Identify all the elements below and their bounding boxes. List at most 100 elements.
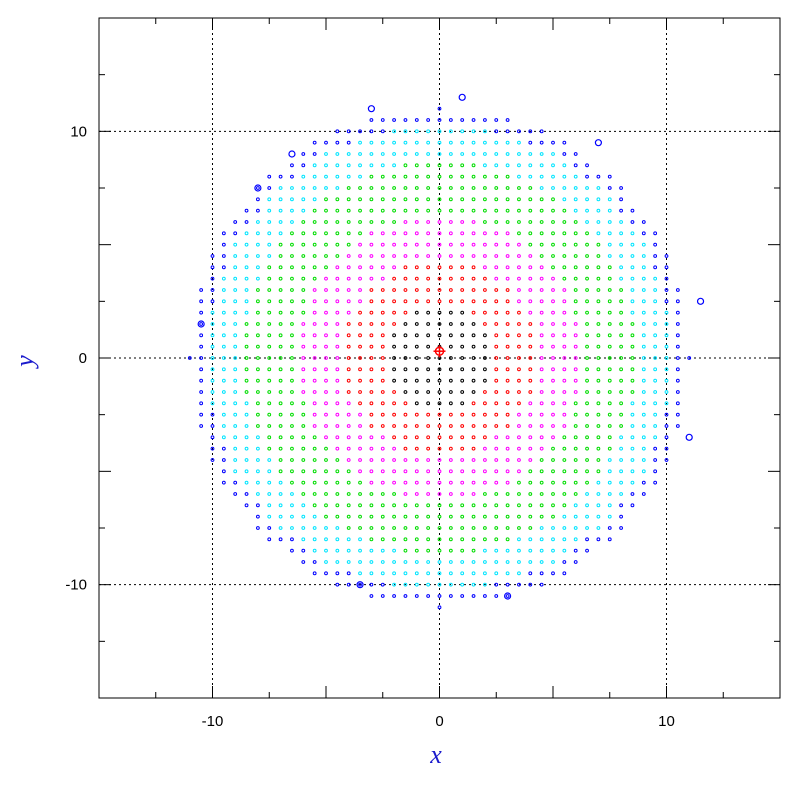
data-point [414, 129, 419, 134]
data-point [426, 333, 431, 338]
data-point [494, 458, 499, 462]
data-point [505, 254, 510, 258]
data-point [573, 526, 578, 530]
data-point [256, 435, 260, 440]
data-point [551, 197, 555, 202]
data-point [392, 469, 397, 474]
data-point [460, 242, 465, 247]
data-point [573, 390, 578, 394]
data-points [187, 93, 705, 610]
data-point [335, 458, 340, 462]
data-point [414, 220, 419, 224]
data-point [596, 197, 601, 202]
data-point [517, 186, 521, 190]
data-point [335, 401, 340, 406]
data-point [290, 378, 294, 383]
data-point [358, 390, 362, 394]
data-point [278, 458, 283, 462]
data-point [335, 514, 340, 519]
data-point [426, 514, 431, 519]
data-point [267, 242, 272, 247]
data-point [301, 231, 306, 236]
data-point [267, 412, 272, 417]
data-point [471, 174, 476, 179]
data-point [607, 412, 612, 417]
data-point [630, 220, 635, 224]
data-point [369, 424, 374, 428]
data-point [517, 378, 521, 383]
data-point [221, 390, 226, 394]
data-point [551, 548, 555, 553]
data-point [392, 492, 397, 496]
data-point [199, 367, 204, 372]
data-point [585, 231, 589, 236]
data-point [517, 174, 521, 179]
data-point [471, 378, 476, 383]
data-point [460, 310, 465, 315]
data-point [528, 163, 533, 168]
data-point [448, 435, 453, 440]
data-point [641, 458, 646, 462]
data-point [619, 390, 623, 394]
data-point [369, 299, 374, 304]
data-point [369, 560, 374, 564]
data-point [369, 582, 374, 587]
data-point [369, 390, 374, 394]
data-point [505, 276, 510, 281]
data-point [392, 560, 397, 564]
data-point [641, 446, 646, 451]
data-point [630, 435, 635, 440]
data-point [687, 356, 692, 360]
data-point [290, 356, 294, 360]
data-point [562, 401, 567, 406]
data-point [312, 446, 317, 451]
data-point [494, 435, 499, 440]
data-point [448, 299, 453, 304]
data-point [392, 594, 397, 598]
data-point [335, 492, 340, 496]
data-point [607, 378, 612, 383]
data-point [528, 208, 533, 213]
data-point [585, 242, 589, 247]
data-point [483, 265, 487, 270]
data-point [301, 344, 306, 349]
data-point [233, 265, 238, 270]
data-point [312, 571, 317, 576]
data-point [517, 322, 521, 326]
data-point [539, 582, 544, 587]
data-point [437, 424, 442, 428]
data-point [210, 254, 215, 258]
data-point [607, 367, 612, 372]
data-point [369, 492, 374, 496]
data-point [414, 163, 419, 168]
data-point [573, 322, 578, 326]
data-point [244, 208, 249, 213]
data-point [483, 582, 487, 587]
data-point [346, 582, 351, 587]
data-point [369, 242, 374, 247]
data-point [290, 299, 294, 304]
data-point [312, 435, 317, 440]
data-point [369, 412, 374, 417]
data-point [256, 208, 260, 213]
data-point [505, 186, 510, 190]
data-point [585, 548, 589, 553]
data-point [585, 424, 589, 428]
data-point [233, 492, 238, 496]
data-point [403, 560, 408, 564]
data-point [403, 548, 408, 553]
data-point [256, 288, 260, 292]
data-point [607, 322, 612, 326]
data-point [403, 140, 408, 145]
data-point [346, 208, 351, 213]
data-point [471, 197, 476, 202]
data-point [483, 548, 487, 553]
data-point [369, 322, 374, 326]
data-point [256, 446, 260, 451]
data-point [460, 186, 465, 190]
data-point [335, 344, 340, 349]
data-point [619, 208, 623, 213]
data-point [369, 571, 374, 576]
data-point [562, 333, 567, 338]
data-point [426, 446, 431, 451]
